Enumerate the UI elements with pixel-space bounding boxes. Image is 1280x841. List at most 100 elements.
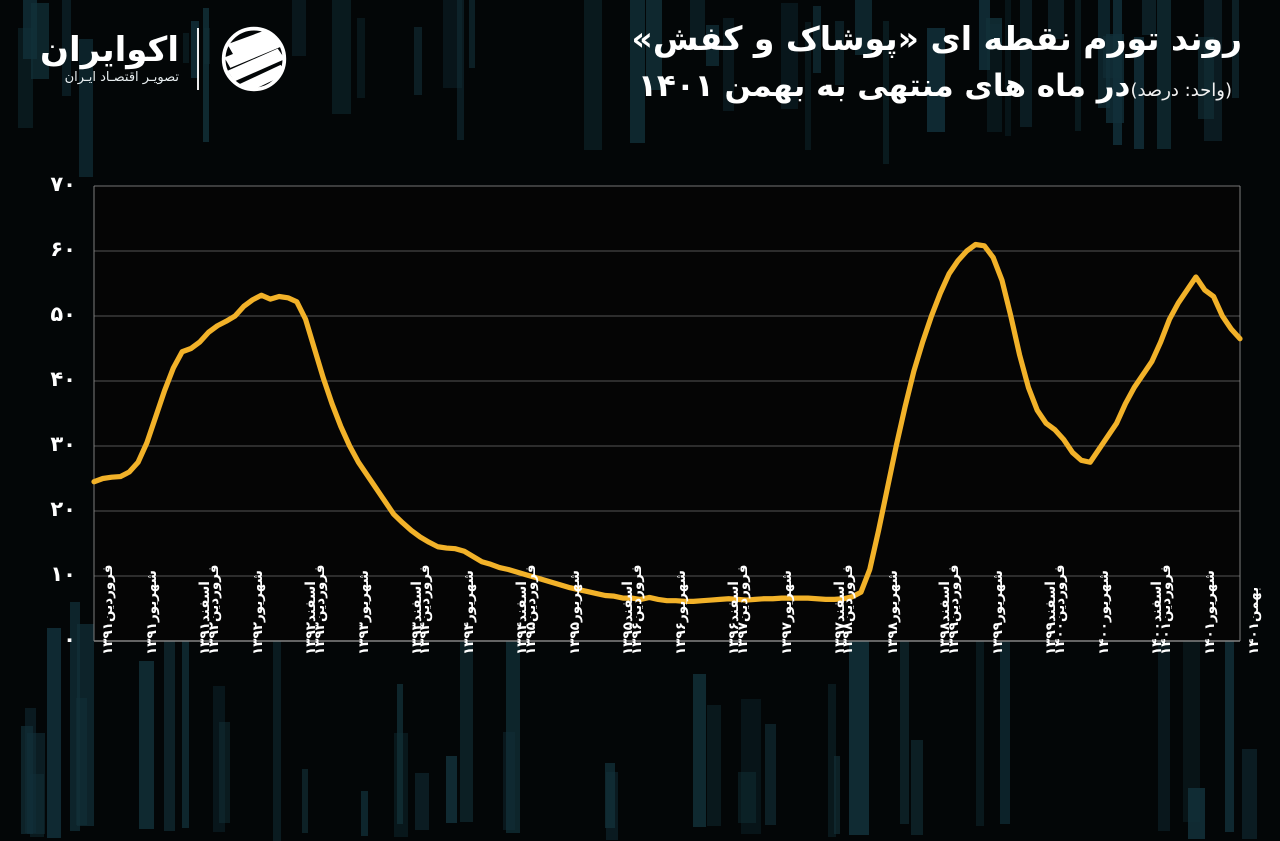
decor-bar: [191, 21, 199, 78]
decor-bar: [911, 740, 923, 835]
decor-bar: [460, 603, 473, 822]
decor-bar: [70, 602, 80, 831]
decor-bar: [273, 616, 281, 841]
brand-text: اکوایران تصویـر اقتصـاد ایـران: [40, 32, 179, 86]
x-tick-label: شهریور۱۳۹۲: [249, 570, 266, 655]
brand-tagline: تصویـر اقتصـاد ایـران: [64, 70, 179, 86]
decor-bar: [1000, 639, 1010, 824]
decor-bar: [828, 684, 836, 837]
decor-bar: [503, 732, 515, 830]
decor-bar: [1005, 0, 1011, 136]
decor-bar: [415, 773, 429, 830]
decor-bar: [584, 0, 602, 150]
decor-bar: [690, 0, 705, 45]
decor-bar: [397, 684, 403, 824]
y-tick-label: ۵۰: [50, 302, 76, 326]
line-chart: ۷۰ ۶۰ ۵۰ ۴۰ ۳۰ ۲۰ ۱۰ ۰ فروردین۱۳۹۱ شهریور۱۳۹۱ اسف…: [50, 172, 1262, 655]
decor-bar: [1157, 0, 1171, 149]
header: اکوایران تصویـر اقتصـاد ایـران روند تو: [0, 0, 1280, 155]
decor-bar: [1075, 0, 1081, 131]
x-tick-label: فروردین۱۳۹۳: [311, 564, 328, 655]
x-tick-label: فروردین۱۳۹۱: [100, 564, 116, 655]
brand-logo: اکوایران تصویـر اقتصـاد ایـران: [40, 22, 291, 96]
y-tick-label: ۴۰: [50, 367, 76, 391]
eco-iran-globe-logo-icon: [221, 26, 287, 92]
decor-bar: [457, 0, 464, 140]
x-tick-label: شهریور۱۳۹۵: [567, 570, 584, 655]
decor-bar: [1142, 0, 1156, 35]
decor-bar: [706, 25, 719, 66]
y-tick-label: ۰: [63, 627, 76, 651]
x-tick-label: شهریور۱۳۹۸: [884, 570, 901, 655]
decorative-bar-background: [18, 0, 1257, 841]
chart-plot-svg: [91, 185, 1243, 642]
x-tick-label: فروردین۱۳۹۲: [205, 564, 222, 655]
decor-bar: [805, 22, 811, 150]
x-tick-label: فروردین۱۳۹۸: [840, 564, 857, 655]
x-tick-label: فروردین۱۳۹۴: [417, 564, 434, 655]
decor-bar: [203, 8, 209, 142]
x-tick-label: شهریور۱۳۹۶: [673, 570, 689, 655]
y-tick-label: ۶۰: [50, 237, 76, 261]
x-tick-label: شهریور۱۳۹۴: [461, 570, 478, 655]
decor-bar: [883, 21, 889, 164]
x-tick-label: شهریور۱۳۹۳: [355, 570, 372, 655]
decor-bar: [1020, 0, 1032, 127]
decor-bar: [849, 601, 869, 835]
decor-bar: [47, 628, 61, 838]
decor-bar: [25, 708, 36, 833]
x-tick-label: شهریور۱۳۹۷: [778, 570, 795, 655]
decor-bar: [1242, 749, 1257, 839]
decor-bar: [62, 0, 71, 96]
decor-bar: [987, 24, 1002, 132]
title-block: روند تورم نقطه ای «پوشاک و کفش» (واحد: د…: [632, 14, 1242, 108]
decor-bar: [31, 3, 49, 79]
y-tick-label: ۱۰: [50, 562, 76, 586]
x-tick-label: بهمن۱۴۰۱: [1246, 586, 1262, 655]
decor-bar: [813, 6, 821, 73]
decor-bar: [219, 722, 230, 823]
plot-background: [94, 186, 1240, 641]
decor-bar: [646, 0, 662, 90]
decor-bar: [781, 3, 798, 109]
decor-bar: [605, 763, 615, 828]
x-tick-label: شهریور۱۴۰۰: [1096, 570, 1113, 655]
x-tick-label: شهریور۱۴۰۱: [1201, 570, 1218, 655]
page-subtitle: (واحد: درصد)در ماه های منتهی به بهمن ۱۴۰…: [632, 64, 1242, 109]
decor-bar: [986, 18, 1002, 49]
decor-bar: [834, 756, 840, 834]
decor-bar: [414, 27, 422, 95]
decor-bar: [1134, 37, 1144, 149]
decor-bar: [741, 699, 761, 834]
decor-bar: [855, 0, 872, 55]
x-tick-label: شهریور۱۳۹۹: [990, 570, 1007, 655]
y-tick-label: ۷۰: [50, 172, 76, 196]
decor-bar: [182, 617, 189, 828]
decor-bar: [302, 769, 308, 833]
decor-bar: [139, 661, 154, 829]
decor-bar: [1103, 36, 1121, 78]
decor-bar: [927, 28, 945, 132]
decor-bar: [1204, 0, 1222, 141]
data-series-line: [91, 241, 1243, 604]
decor-bar: [506, 593, 520, 833]
decor-bar: [183, 33, 189, 63]
decor-bar: [292, 0, 306, 56]
decor-bar: [446, 756, 457, 823]
x-tick-label: فروردین۱۳۹۹: [946, 564, 963, 655]
decor-bar: [630, 0, 645, 143]
x-tick-label: فروردین۱۴۰۱: [1157, 564, 1174, 655]
decor-bar: [979, 0, 990, 70]
decor-bar: [79, 39, 93, 177]
decor-bar: [1183, 591, 1200, 822]
decor-bar: [1158, 629, 1170, 831]
decor-bar: [1048, 0, 1064, 39]
decor-bar: [213, 686, 225, 832]
y-tick-label: ۲۰: [50, 497, 76, 521]
decor-bar: [469, 0, 475, 68]
decor-bar: [361, 791, 368, 836]
decor-bar: [357, 18, 365, 98]
x-tick-label: فروردین۱۴۰۰: [1052, 564, 1069, 655]
x-tick-label: فروردین۱۳۹۵: [523, 564, 540, 655]
decor-bar: [707, 705, 721, 826]
